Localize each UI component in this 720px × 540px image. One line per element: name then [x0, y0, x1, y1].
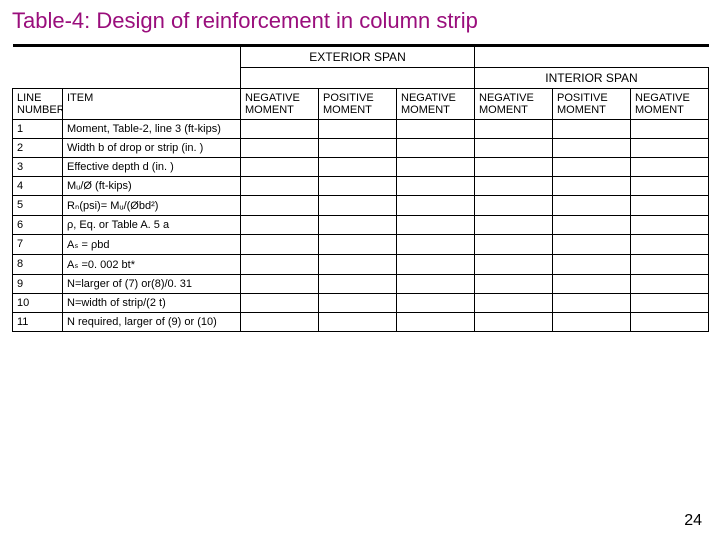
table-row: 2 Width b of drop or strip (in. ): [13, 139, 709, 158]
row-item: Aₛ = ρbd: [63, 235, 241, 255]
col-neg-3: NEGATIVE MOMENT: [475, 89, 553, 120]
row-num: 4: [13, 177, 63, 196]
row-item: Rₙ(psi)= Mᵤ/(Øbd²): [63, 196, 241, 216]
col-neg-1: NEGATIVE MOMENT: [241, 89, 319, 120]
row-num: 11: [13, 313, 63, 332]
col-line-number: LINE NUMBER: [13, 89, 63, 120]
col-neg-4: NEGATIVE MOMENT: [631, 89, 709, 120]
row-item: Aₛ =0. 002 bt*: [63, 255, 241, 275]
row-num: 10: [13, 294, 63, 313]
table-row: 1 Moment, Table-2, line 3 (ft-kips): [13, 120, 709, 139]
table-row: 3 Effective depth d (in. ): [13, 158, 709, 177]
col-pos-2: POSITIVE MOMENT: [553, 89, 631, 120]
table-row: 6 ρ, Eq. or Table A. 5 a: [13, 216, 709, 235]
row-item: Moment, Table-2, line 3 (ft-kips): [63, 120, 241, 139]
col-neg-2: NEGATIVE MOMENT: [397, 89, 475, 120]
col-pos-1: POSITIVE MOMENT: [319, 89, 397, 120]
row-item: N=larger of (7) or(8)/0. 31: [63, 275, 241, 294]
page-number: 24: [684, 512, 702, 530]
row-num: 1: [13, 120, 63, 139]
row-num: 6: [13, 216, 63, 235]
table-title: Table-4: Design of reinforcement in colu…: [12, 8, 708, 34]
table-row: 4 Mᵤ/Ø (ft-kips): [13, 177, 709, 196]
row-num: 3: [13, 158, 63, 177]
row-item: Width b of drop or strip (in. ): [63, 139, 241, 158]
row-num: 7: [13, 235, 63, 255]
row-item: N=width of strip/(2 t): [63, 294, 241, 313]
table-row: 11 N required, larger of (9) or (10): [13, 313, 709, 332]
col-item: ITEM: [63, 89, 241, 120]
interior-span-header: INTERIOR SPAN: [475, 68, 709, 89]
row-num: 5: [13, 196, 63, 216]
table-row: 8 Aₛ =0. 002 bt*: [13, 255, 709, 275]
table-row: 9 N=larger of (7) or(8)/0. 31: [13, 275, 709, 294]
row-num: 2: [13, 139, 63, 158]
table-row: 10 N=width of strip/(2 t): [13, 294, 709, 313]
row-num: 9: [13, 275, 63, 294]
table-row: 5 Rₙ(psi)= Mᵤ/(Øbd²): [13, 196, 709, 216]
reinforcement-table: EXTERIOR SPAN INTERIOR SPAN LINE NUMBER …: [12, 44, 709, 332]
row-item: Effective depth d (in. ): [63, 158, 241, 177]
row-num: 8: [13, 255, 63, 275]
row-item: Mᵤ/Ø (ft-kips): [63, 177, 241, 196]
row-item: N required, larger of (9) or (10): [63, 313, 241, 332]
table-row: 7 Aₛ = ρbd: [13, 235, 709, 255]
row-item: ρ, Eq. or Table A. 5 a: [63, 216, 241, 235]
exterior-span-header: EXTERIOR SPAN: [241, 46, 475, 68]
